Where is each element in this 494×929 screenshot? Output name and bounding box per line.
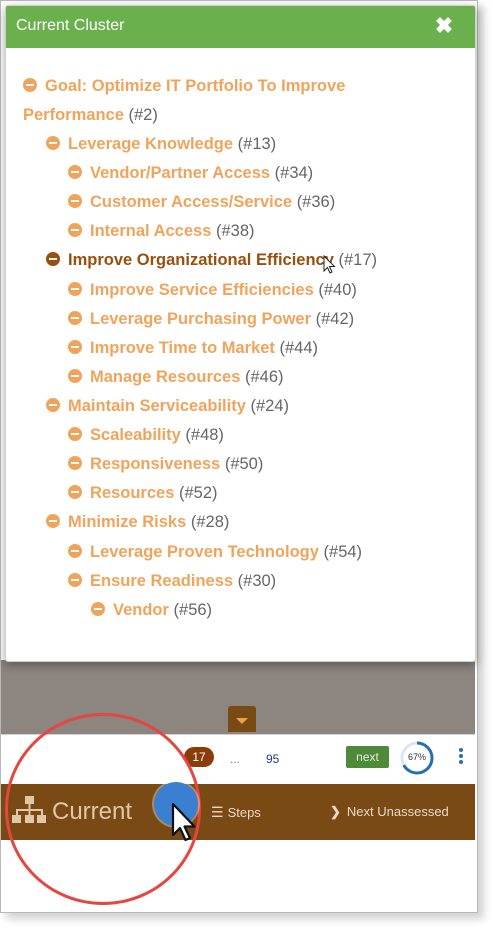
tree-node-id: (#46) [245, 368, 284, 386]
tree-node-id: (#30) [237, 572, 277, 590]
tree-node-label: Goal: Optimize IT Portfolio To Improve [45, 77, 346, 95]
chevron-right-icon: ❯ [330, 804, 341, 819]
tree-node-id: (#28) [190, 513, 230, 531]
nav-next-unassessed[interactable]: ❯ Next Unassessed [330, 804, 449, 820]
tree-node-id: (#2) [128, 106, 158, 124]
tree-node-label: Internal Access [90, 222, 212, 240]
collapse-icon[interactable] [68, 369, 82, 383]
magnifier-highlight [5, 713, 201, 905]
tree-node-label: Leverage Purchasing Power [90, 310, 312, 328]
tree-node-label: Maintain Serviceability [68, 397, 246, 415]
tree-node-label: Responsiveness [90, 455, 221, 473]
tree-node-leverage-knowledge[interactable]: Leverage Knowledge (#13) [46, 135, 276, 154]
collapse-icon[interactable] [46, 398, 60, 412]
nav-steps[interactable]: ☰ Steps [211, 804, 261, 821]
tree-node-label: Vendor/Partner Access [90, 164, 271, 182]
mouse-pointer-icon [323, 255, 336, 274]
collapse-icon[interactable] [68, 427, 82, 441]
nav-next-unassessed-label: Next Unassessed [346, 804, 449, 819]
current-cluster-modal: Current Cluster ✖ Goal: Optimize IT Port… [5, 5, 476, 662]
tree-node-maintain-serviceability[interactable]: Maintain Serviceability (#24) [46, 397, 289, 416]
close-icon[interactable]: ✖ [434, 13, 454, 38]
tree-node-id: (#38) [215, 222, 255, 240]
tree-node-label: Vendor [113, 601, 169, 619]
tree-node-label: Improve Service Efficiencies [90, 281, 314, 299]
tree-node-improve-org-efficiency[interactable]: Improve Organizational Efficiency (#17) [46, 251, 377, 270]
tree-node-label: Customer Access/Service [90, 193, 293, 211]
tree-node-id: (#17) [338, 251, 378, 269]
tree-node-internal-access[interactable]: Internal Access (#38) [68, 222, 255, 241]
collapse-icon[interactable] [68, 544, 82, 558]
tree-node-id: (#34) [274, 164, 314, 182]
tree-node-label: Minimize Risks [68, 513, 187, 531]
tree-node-label: Improve Time to Market [90, 339, 275, 357]
collapse-icon[interactable] [68, 456, 82, 470]
collapse-icon[interactable] [46, 136, 60, 150]
tree-node-id: (#42) [315, 310, 355, 328]
nav-steps-label: Steps [227, 805, 261, 820]
tree-node-label: Resources [90, 484, 175, 502]
tree-node-improve-time-to-market[interactable]: Improve Time to Market (#44) [68, 339, 318, 358]
collapse-icon[interactable] [23, 78, 37, 92]
tree-node-label: Performance [23, 106, 124, 124]
tree-node-id: (#24) [250, 397, 290, 415]
tree-node-label: Improve Organizational Efficiency [68, 251, 334, 269]
tree-node-leverage-proven-technology[interactable]: Leverage Proven Technology (#54) [68, 543, 362, 562]
tree-node-leverage-purchasing-power[interactable]: Leverage Purchasing Power (#42) [68, 310, 354, 329]
tree-node-scaleability[interactable]: Scaleability (#48) [68, 426, 224, 445]
more-vertical-icon[interactable] [458, 748, 464, 768]
tree-node-vendor-partner-access[interactable]: Vendor/Partner Access (#34) [68, 164, 313, 183]
tree-node-label: Ensure Readiness [90, 572, 234, 590]
collapse-icon[interactable] [91, 602, 105, 616]
tree-node-label: Leverage Proven Technology [90, 543, 319, 561]
expand-tab[interactable] [228, 706, 256, 732]
last-page-link[interactable]: 95 [266, 752, 280, 766]
tree-node-id: (#40) [318, 281, 357, 299]
progress-percent: 67% [407, 752, 426, 762]
collapse-icon[interactable] [68, 311, 82, 325]
tree-node-goal[interactable]: Goal: Optimize IT Portfolio To Improve [23, 77, 345, 96]
tree-node-vendor[interactable]: Vendor (#56) [91, 601, 212, 620]
modal-title: Current Cluster [16, 17, 125, 34]
collapse-icon[interactable] [46, 514, 60, 528]
collapse-icon[interactable] [68, 340, 82, 354]
modal-header: Current Cluster ✖ [6, 6, 475, 48]
tree-node-label: Manage Resources [90, 368, 241, 386]
tree-node-label: Scaleability [90, 426, 181, 444]
next-button[interactable]: next [346, 746, 389, 768]
tree-node-id: (#52) [178, 484, 218, 502]
tree-node-responsiveness[interactable]: Responsiveness (#50) [68, 455, 263, 474]
collapse-icon[interactable] [68, 165, 82, 179]
tree-node-manage-resources[interactable]: Manage Resources (#46) [68, 368, 284, 387]
tree-node-ensure-readiness[interactable]: Ensure Readiness (#30) [68, 572, 276, 591]
tree-node-id: (#36) [296, 193, 336, 211]
list-icon: ☰ [211, 804, 224, 820]
collapse-icon[interactable] [46, 252, 60, 266]
progress-ring [400, 741, 434, 775]
tree-node-id: (#56) [173, 601, 213, 619]
tree-node-id: (#44) [279, 339, 319, 357]
tree-node-id: (#54) [323, 543, 363, 561]
tree-node-minimize-risks[interactable]: Minimize Risks (#28) [46, 513, 229, 532]
collapse-icon[interactable] [68, 223, 82, 237]
tree-node-id: (#50) [224, 455, 264, 473]
tree-node-customer-access[interactable]: Customer Access/Service (#36) [68, 193, 335, 212]
collapse-icon[interactable] [68, 485, 82, 499]
collapse-icon[interactable] [68, 573, 82, 587]
collapse-icon[interactable] [68, 282, 82, 296]
current-page-badge[interactable]: 17 [184, 747, 214, 767]
tree-node-label: Leverage Knowledge [68, 135, 234, 153]
mouse-pointer-icon [171, 802, 196, 842]
pager-ellipsis: ... [230, 752, 241, 766]
tree-node-id: (#13) [237, 135, 277, 153]
tree-node-id: (#48) [185, 426, 224, 444]
tree-node-goal-cont[interactable]: Performance (#2) [23, 106, 158, 125]
collapse-icon[interactable] [68, 194, 82, 208]
tree-node-resources[interactable]: Resources (#52) [68, 484, 218, 503]
tree-node-improve-service-efficiencies[interactable]: Improve Service Efficiencies (#40) [68, 281, 357, 300]
